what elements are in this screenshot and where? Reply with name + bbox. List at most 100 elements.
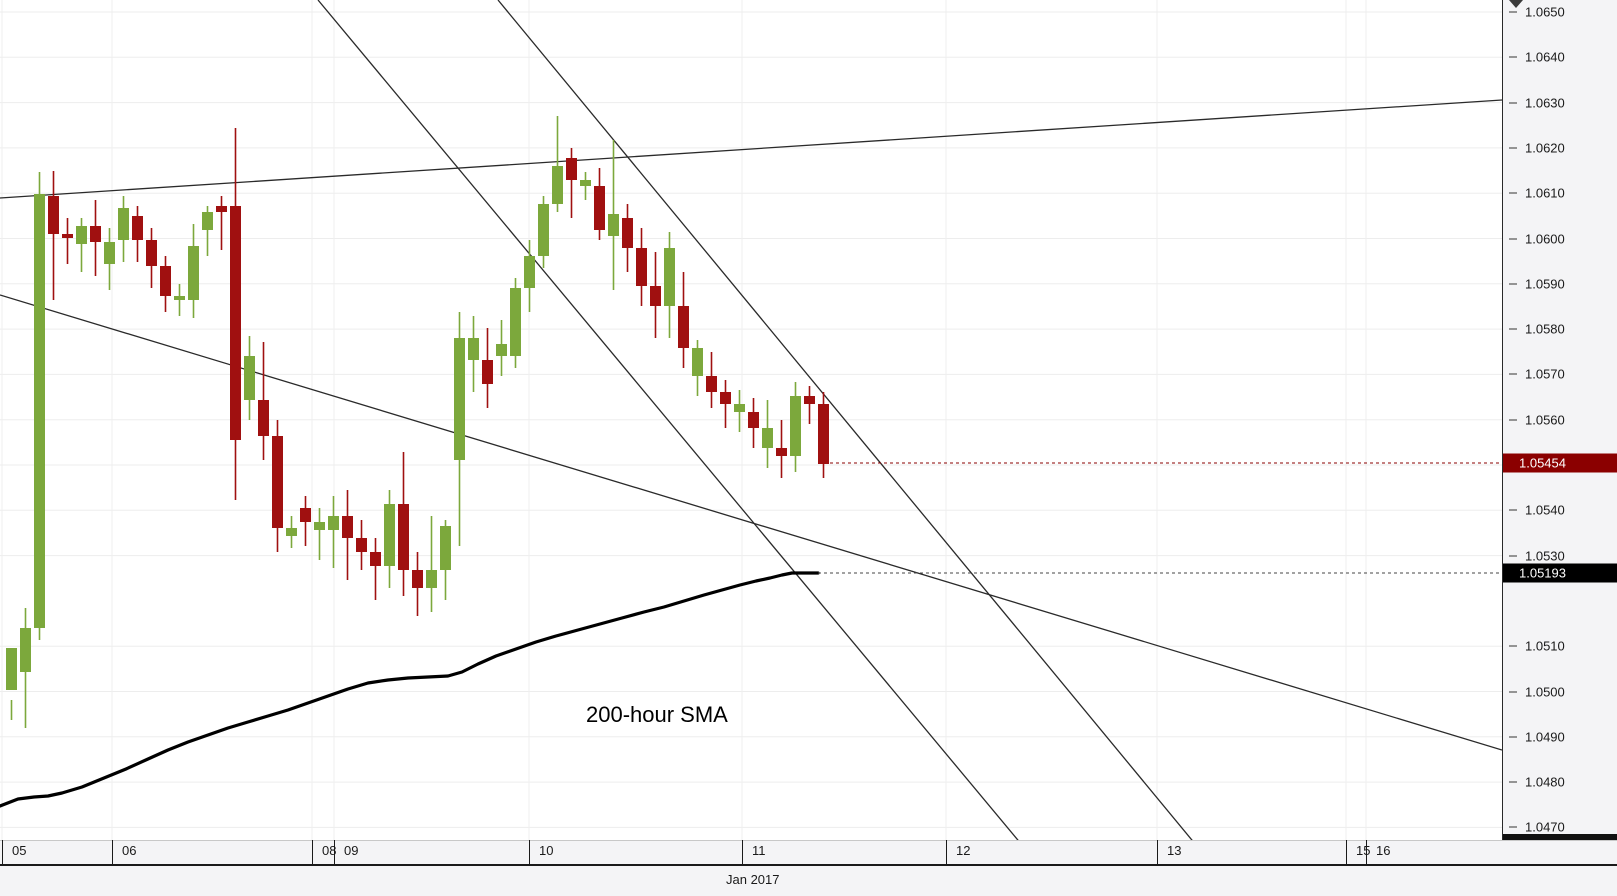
candle-body [622, 218, 633, 248]
candlestick[interactable] [636, 228, 647, 306]
candlestick[interactable] [650, 252, 661, 338]
candlestick[interactable] [482, 328, 493, 408]
time-axis-month-label: Jan 2017 [726, 872, 780, 887]
time-separator [742, 840, 743, 864]
candlestick[interactable] [734, 390, 745, 432]
candlestick[interactable] [174, 284, 185, 316]
candlestick[interactable] [510, 278, 521, 368]
candlestick[interactable] [356, 520, 367, 570]
candle-body [636, 248, 647, 286]
time-axis[interactable]: Jan 2017 05 06 08 09 10 11 12 13 15 16 [0, 840, 1617, 896]
candlestick[interactable] [496, 320, 507, 376]
candlestick[interactable] [146, 228, 157, 288]
candlestick[interactable] [762, 400, 773, 468]
candle-body [202, 212, 213, 230]
candlestick[interactable] [104, 228, 115, 290]
candlestick[interactable] [216, 196, 227, 250]
trendline[interactable] [0, 294, 1502, 751]
candlestick[interactable] [790, 382, 801, 472]
candle-body [664, 248, 675, 306]
candlestick[interactable] [608, 140, 619, 290]
candle-body [244, 356, 255, 400]
candlestick[interactable] [594, 168, 605, 240]
candle-body [20, 628, 31, 672]
candlestick[interactable] [160, 256, 171, 312]
candlestick[interactable] [524, 240, 535, 312]
candlestick[interactable] [258, 342, 269, 460]
candlestick[interactable] [398, 452, 409, 596]
candle-body [398, 504, 409, 570]
candlestick[interactable] [384, 490, 395, 588]
time-tick-label: 05 [12, 843, 27, 858]
candlestick[interactable] [132, 206, 143, 262]
candlestick[interactable] [426, 516, 437, 612]
price-tick-label: 1.0560 [1525, 412, 1565, 428]
trendline[interactable] [0, 99, 1502, 199]
candlestick[interactable] [314, 508, 325, 560]
candlestick[interactable] [76, 218, 87, 272]
candlestick[interactable] [6, 648, 17, 720]
candle-body [356, 538, 367, 552]
candlestick[interactable] [552, 116, 563, 212]
candlestick[interactable] [678, 272, 689, 368]
chart-plot-area[interactable]: 200-hour SMA [0, 0, 1502, 840]
candlestick[interactable] [62, 218, 73, 264]
sma-value-badge[interactable]: 1.05193 [1503, 563, 1617, 583]
candlestick[interactable] [412, 552, 423, 616]
candlestick[interactable] [300, 496, 311, 546]
candlestick[interactable] [244, 336, 255, 420]
candle-body [552, 166, 563, 204]
price-axis[interactable]: 1.0650 1.0640 1.0630 1.0620 1.0610 1.0600 1.05… [1502, 0, 1617, 879]
candlestick[interactable] [342, 490, 353, 580]
candlestick[interactable] [48, 171, 59, 300]
candlestick[interactable] [468, 316, 479, 392]
candlestick[interactable] [580, 172, 591, 200]
candle-body [426, 570, 437, 588]
candle-body [720, 392, 731, 404]
candlestick[interactable] [118, 196, 129, 262]
candlestick[interactable] [664, 232, 675, 338]
time-separator [1157, 840, 1158, 864]
candlestick[interactable] [272, 420, 283, 552]
price-tick-dash [1509, 826, 1517, 828]
candlestick[interactable] [90, 200, 101, 276]
scale-collapse-arrow-icon[interactable] [1509, 0, 1523, 8]
candlestick[interactable] [692, 340, 703, 396]
candlestick[interactable] [34, 172, 45, 640]
last-price-badge[interactable]: 1.05454 [1503, 453, 1617, 473]
trendline[interactable] [497, 0, 1196, 840]
candlestick[interactable] [20, 608, 31, 728]
price-tick-dash [1509, 102, 1517, 104]
candlestick[interactable] [286, 516, 297, 548]
sma-line[interactable] [0, 571, 820, 808]
candle-body [692, 348, 703, 376]
price-tick-label: 1.0490 [1525, 729, 1565, 745]
candle-body [650, 286, 661, 306]
candlestick[interactable] [538, 196, 549, 268]
candlestick[interactable] [622, 204, 633, 272]
candlestick[interactable] [440, 520, 451, 600]
candlestick[interactable] [776, 420, 787, 478]
candlestick[interactable] [566, 148, 577, 218]
candlestick[interactable] [202, 206, 213, 256]
candlestick[interactable] [188, 224, 199, 318]
candlestick[interactable] [720, 380, 731, 428]
candlestick[interactable] [370, 538, 381, 600]
candlestick[interactable] [748, 398, 759, 448]
time-separator [946, 840, 947, 864]
candle-body [762, 428, 773, 448]
price-axis-footer [1503, 834, 1617, 840]
price-tick-label: 1.0640 [1525, 49, 1565, 65]
trendline[interactable] [317, 0, 1022, 840]
price-tick-dash [1509, 419, 1517, 421]
candle-body [538, 204, 549, 256]
candlestick[interactable] [328, 496, 339, 568]
candlestick[interactable] [230, 128, 241, 500]
price-tick-dash [1509, 192, 1517, 194]
candlestick[interactable] [454, 312, 465, 546]
candle-body [370, 552, 381, 566]
candlestick[interactable] [804, 386, 815, 424]
candlestick[interactable] [706, 352, 717, 408]
candlestick[interactable] [818, 392, 829, 478]
candle-body [300, 508, 311, 522]
